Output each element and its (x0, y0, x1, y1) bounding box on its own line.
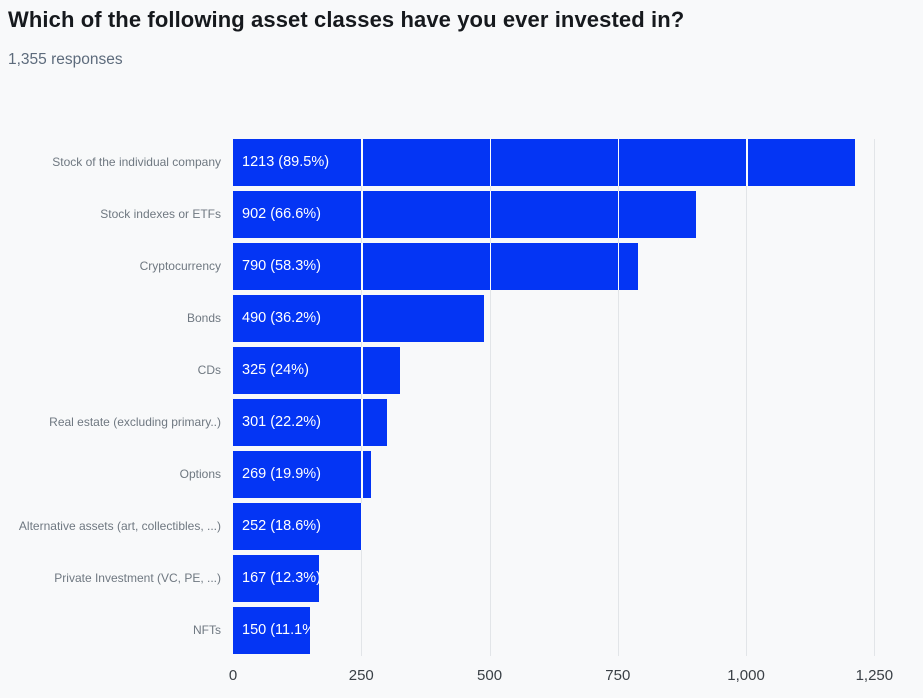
bar-value-label: 301 (22.2%) (242, 414, 321, 430)
bar-row: 252 (18.6%) (233, 503, 900, 550)
y-axis: Stock of the individual company Stock ind… (0, 139, 221, 656)
bar: 902 (66.6%) (233, 191, 696, 238)
bar-gridline-overlay (361, 503, 363, 550)
chart-subtitle: 1,355 responses (8, 51, 123, 68)
y-axis-label: Alternative assets (art, collectibles, .… (18, 519, 221, 533)
bar-gridline-overlay (361, 191, 363, 238)
vertical-gridline (874, 139, 876, 656)
bar-value-label: 269 (19.9%) (242, 466, 321, 482)
bar-row: 167 (12.3%) (233, 555, 900, 602)
x-axis-tick-label: 250 (348, 667, 374, 684)
bar-row: 902 (66.6%) (233, 191, 900, 238)
bar: 790 (58.3%) (233, 243, 639, 290)
y-axis-label: Cryptocurrency (139, 259, 221, 273)
y-axis-label: Stock indexes or ETFs (100, 207, 221, 221)
x-axis-tick-label: 1,000 (727, 667, 765, 684)
bar: 490 (36.2%) (233, 295, 485, 342)
chart-title: Which of the following asset classes hav… (8, 7, 685, 32)
y-axis-label: Private Investment (VC, PE, ...) (54, 571, 221, 585)
vertical-gridline (489, 139, 491, 656)
bar-gridline-overlay (617, 191, 620, 238)
bar-gridline-overlay (361, 451, 363, 498)
bar: 167 (12.3%) (233, 555, 319, 602)
bar: 301 (22.2%) (233, 399, 388, 446)
bar-gridline-overlay (617, 139, 620, 186)
y-axis-label: Stock of the individual company (52, 155, 221, 169)
vertical-gridline (746, 139, 748, 656)
y-axis-label: Real estate (excluding primary..) (49, 415, 221, 429)
bar-value-label: 252 (18.6%) (242, 518, 321, 534)
bar-gridline-overlay (489, 243, 492, 290)
bar-row: 1213 (89.5%) (233, 139, 900, 186)
bar-gridline-overlay (489, 139, 492, 186)
bar-gridline-overlay (361, 347, 363, 394)
bar-row: 150 (11.1%) (233, 607, 900, 654)
x-axis-tick-label: 0 (228, 667, 238, 684)
x-axis: 0 250 500 750 1,000 1,250 (229, 667, 900, 689)
bar-value-label: 150 (11.1%) (242, 622, 310, 638)
y-axis-label: NFTs (193, 623, 221, 637)
bar: 1213 (89.5%) (233, 139, 856, 186)
vertical-gridline (361, 139, 363, 656)
y-axis-label: CDs (197, 363, 221, 377)
bar-gridline-overlay (746, 139, 748, 186)
bar-gridline-overlay (489, 191, 492, 238)
bar: 150 (11.1%) (233, 607, 310, 654)
y-axis-label: Bonds (186, 311, 221, 325)
bar-gridline-overlay (617, 243, 620, 290)
bar-row: 325 (24%) (233, 347, 900, 394)
bar-gridline-overlay (361, 139, 363, 186)
bar-value-label: 167 (12.3%) (242, 570, 319, 586)
bar: 325 (24%) (233, 347, 400, 394)
y-axis-label: Options (179, 467, 221, 481)
vertical-gridline (617, 139, 619, 656)
x-axis-tick-label: 750 (605, 667, 631, 684)
bar-row: 790 (58.3%) (233, 243, 900, 290)
plot-area: 1213 (89.5%) 902 (66.6%) 790 (58.3%) 490 (3… (233, 139, 900, 656)
x-axis-tick-label: 500 (477, 667, 503, 684)
x-axis-tick-label: 1,250 (855, 667, 894, 684)
bar-row: 490 (36.2%) (233, 295, 900, 342)
bar-value-label: 1213 (89.5%) (242, 154, 330, 170)
bar-gridline-overlay (361, 399, 363, 446)
bar-value-label: 490 (36.2%) (242, 310, 321, 326)
bar-gridline-overlay (361, 295, 363, 342)
bar-value-label: 902 (66.6%) (242, 206, 321, 222)
bar-gridline-overlay (361, 243, 363, 290)
bar-value-label: 325 (24%) (242, 362, 309, 378)
bar-row: 301 (22.2%) (233, 399, 900, 446)
bar-row: 269 (19.9%) (233, 451, 900, 498)
bar: 252 (18.6%) (233, 503, 363, 550)
bar-value-label: 790 (58.3%) (242, 258, 321, 274)
bar: 269 (19.9%) (233, 451, 372, 498)
